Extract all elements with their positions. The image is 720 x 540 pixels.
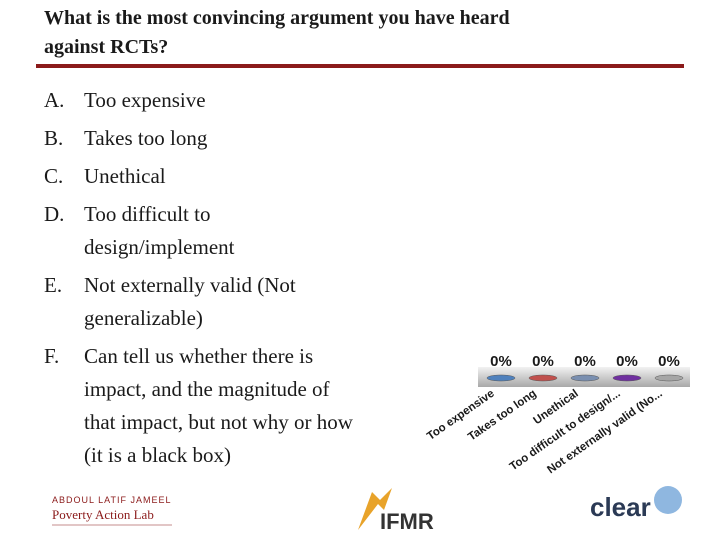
title-line: against RCTs? xyxy=(44,36,168,58)
option-text: design/implement xyxy=(84,235,235,259)
ifmr-logo: IFMR xyxy=(358,488,434,534)
option-text: Unethical xyxy=(84,164,166,188)
jpal-logo: ABDOUL LATIF JAMEEL Poverty Action Lab xyxy=(52,495,172,526)
clear-logo: clear xyxy=(590,486,682,522)
option-text: (it is a black box) xyxy=(84,443,231,467)
value-label: 0% xyxy=(616,353,638,370)
option-text: Takes too long xyxy=(84,126,208,150)
bar xyxy=(486,374,516,382)
option-text: Can tell us whether there is xyxy=(84,344,313,368)
option-text: generalizable) xyxy=(84,306,203,330)
category-label: Too expensive xyxy=(425,388,497,443)
logo-globe xyxy=(654,486,682,514)
option-text: Too expensive xyxy=(84,88,206,112)
bar xyxy=(612,374,642,382)
option-letter: C. xyxy=(44,164,63,188)
option-letter: E. xyxy=(44,273,62,297)
option-text: that impact, but not why or how xyxy=(84,410,354,434)
bar xyxy=(654,374,684,382)
value-label: 0% xyxy=(658,353,680,370)
option-text: impact, and the magnitude of xyxy=(84,377,330,401)
title-rule xyxy=(36,64,684,68)
logo-text: Poverty Action Lab xyxy=(52,507,154,522)
option-text: Not externally valid (Not xyxy=(84,273,296,297)
title-line: What is the most convincing argument you… xyxy=(44,7,510,29)
bar xyxy=(528,374,558,382)
logo-icon xyxy=(358,488,392,530)
value-label: 0% xyxy=(574,353,596,370)
option-letter: A. xyxy=(44,88,64,112)
logo-text: IFMR xyxy=(380,509,434,534)
option-text: Too difficult to xyxy=(84,202,210,226)
bar xyxy=(570,374,600,382)
option-letter: B. xyxy=(44,126,63,150)
logo-text: ABDOUL LATIF JAMEEL xyxy=(52,495,172,505)
option-letter: D. xyxy=(44,202,64,226)
option-letter: F. xyxy=(44,344,59,368)
value-label: 0% xyxy=(532,353,554,370)
logo-text: clear xyxy=(590,492,651,522)
value-label: 0% xyxy=(490,353,512,370)
